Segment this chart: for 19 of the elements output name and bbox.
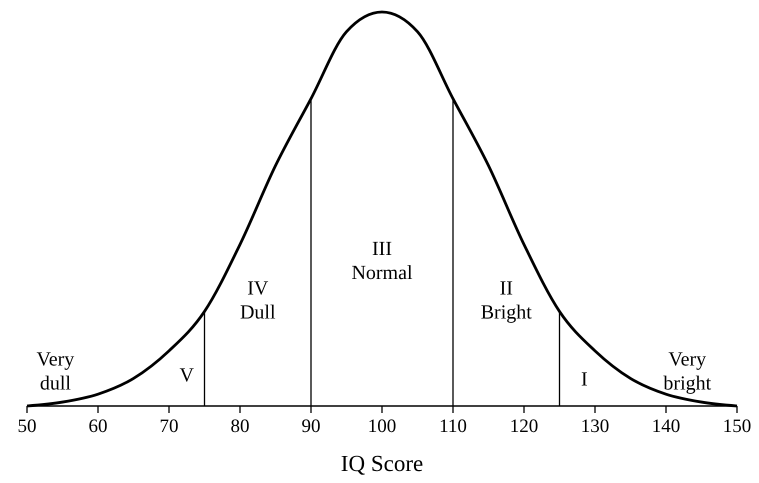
annotation: V	[180, 364, 195, 386]
x-tick-label: 90	[302, 416, 320, 437]
x-axis-title: IQ Score	[340, 451, 424, 476]
x-tick-label: 120	[510, 416, 538, 437]
annotation: Very bright	[663, 348, 712, 395]
annotation: II Bright	[480, 278, 532, 324]
x-tick-label: 60	[88, 416, 108, 437]
x-tick-label: 50	[18, 416, 36, 437]
x-tick-label: 150	[722, 416, 752, 437]
annotation: III Normal	[351, 238, 413, 284]
annotation: IV Dull	[240, 278, 276, 324]
annotation: Very dull	[36, 348, 74, 395]
x-tick-label: 80	[230, 416, 250, 437]
x-tick-label: 140	[652, 416, 680, 437]
x-tick-label: 130	[580, 416, 610, 437]
x-tick-label: 110	[439, 416, 467, 437]
x-tick-label: 70	[160, 416, 178, 437]
annotation: I	[581, 368, 588, 390]
x-tick-label: 100	[368, 416, 396, 437]
